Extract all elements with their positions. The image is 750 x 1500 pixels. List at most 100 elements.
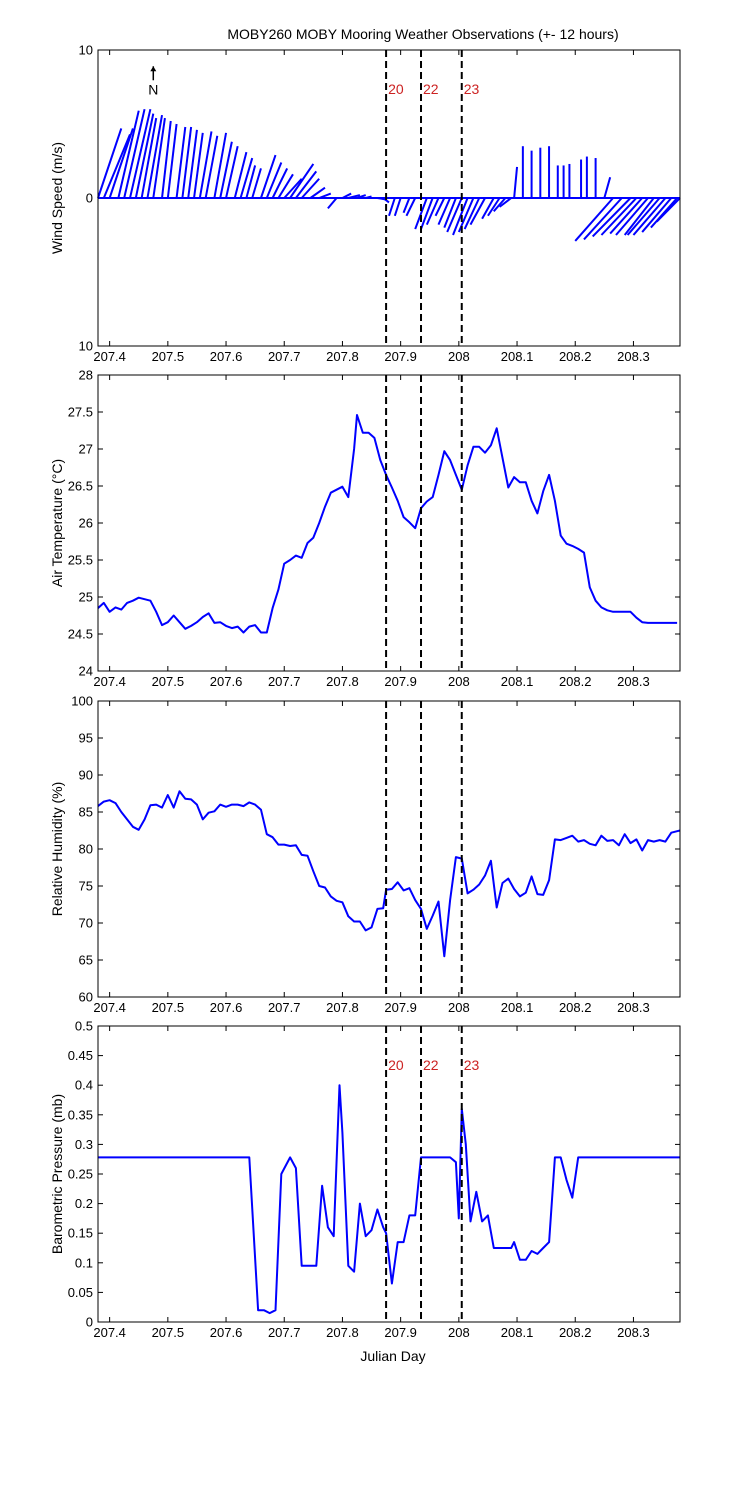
wind-barb [388, 197, 396, 217]
event-marker-label: 22 [423, 81, 439, 97]
wind-barb [365, 195, 372, 199]
wind-barb [102, 133, 131, 199]
x-tick-label: 207.4 [93, 1000, 126, 1015]
x-tick-label: 207.8 [326, 349, 359, 364]
wind-barb [463, 197, 481, 230]
x-tick-label: 207.4 [93, 1325, 126, 1340]
wind-barb [650, 197, 678, 229]
panel-barometric-pressure: 207.4 207.5 207.6 207.7 207.8 207.9 208 208.1 20… [49, 1019, 681, 1340]
y-tick-label: 27 [79, 442, 93, 457]
x-tick-label: 208.2 [559, 1000, 592, 1015]
wind-barb [513, 166, 519, 199]
y-tick-label: 85 [79, 805, 93, 820]
y-tick-label: 0.25 [68, 1167, 93, 1182]
x-tick-label: 208.1 [501, 1000, 534, 1015]
wind-barb [632, 197, 667, 236]
wind-barb [295, 170, 318, 199]
north-arrow-head-icon [150, 66, 157, 72]
wind-barb [437, 197, 452, 226]
x-tick-label: 208.3 [617, 349, 650, 364]
wind-barb [402, 197, 411, 214]
event-marker-label: 22 [423, 1057, 439, 1073]
y-tick-label: 0.5 [75, 1019, 93, 1034]
plot-border [97, 1025, 681, 1323]
y-tick-label: 0.4 [75, 1078, 93, 1093]
north-label: N [148, 81, 158, 97]
wind-barb [469, 197, 486, 226]
x-tick-label: 207.9 [384, 1000, 417, 1015]
x-tick-label: 208 [448, 1325, 470, 1340]
x-tick-label: 207.8 [326, 1325, 359, 1340]
panel-wind: 207.4 207.5 207.6 207.7 207.8 207.9 208 208.1 20… [49, 43, 681, 364]
relative-humidity-line [97, 790, 681, 958]
x-tick-label: 207.6 [210, 349, 243, 364]
wind-barb [134, 113, 155, 199]
wind-barb [233, 151, 248, 199]
wind-barb [348, 194, 361, 199]
wind-barb [260, 154, 277, 199]
wind-barb [271, 167, 289, 199]
y-tick-label: 90 [79, 768, 93, 783]
x-tick-label: 208 [448, 1000, 470, 1015]
wind-barb [198, 131, 213, 199]
event-marker-label: 20 [388, 81, 404, 97]
wind-barb [213, 132, 228, 199]
wind-barb [393, 197, 402, 217]
x-tick-label: 208 [448, 349, 470, 364]
plot-area [97, 374, 681, 672]
wind-barb [626, 197, 661, 236]
y-axis-label: Wind Speed (m/s) [49, 142, 65, 254]
panels: 207.4 207.5 207.6 207.7 207.8 207.9 208 208.1 20… [49, 43, 681, 1340]
wind-barb [446, 197, 463, 233]
wind-barb [204, 135, 219, 199]
x-tick-label: 207.6 [210, 1000, 243, 1015]
y-tick-label: 25.5 [68, 553, 93, 568]
wind-barb [498, 197, 512, 208]
y-tick-label: 0 [86, 191, 93, 206]
wind-barb [117, 110, 140, 199]
wind-barb [277, 173, 294, 199]
wind-barb [434, 197, 446, 217]
x-tick-label: 207.9 [384, 674, 417, 689]
x-tick-label: 208.3 [617, 1325, 650, 1340]
y-tick-label: 10 [79, 339, 93, 354]
y-tick-label: 26.5 [68, 479, 93, 494]
wind-barb [245, 165, 257, 199]
wind-barb [265, 162, 283, 199]
wind-barb [603, 177, 612, 199]
wind-barb [108, 128, 134, 199]
x-tick-label: 207.9 [384, 349, 417, 364]
y-tick-label: 0.45 [68, 1048, 93, 1063]
x-tick-label: 208.2 [559, 1325, 592, 1340]
y-tick-label: 10 [79, 43, 93, 58]
wind-barb [327, 197, 338, 210]
plot-border [97, 374, 681, 672]
x-tick-label: 208.2 [559, 349, 592, 364]
wind-barb [656, 197, 681, 223]
y-tick-label: 24 [79, 664, 93, 679]
wind-barb [251, 168, 262, 199]
wind-barb [615, 197, 649, 236]
wind-barb [574, 197, 614, 242]
wind-barb [140, 117, 158, 199]
wind-barb [283, 178, 303, 199]
wind-barb [356, 194, 367, 199]
wind-barb [481, 197, 495, 220]
y-tick-label: 75 [79, 879, 93, 894]
wind-barb [493, 197, 507, 212]
wind-barb [309, 186, 326, 199]
x-tick-label: 207.7 [268, 674, 301, 689]
y-axis-label: Air Temperature (°C) [49, 459, 65, 587]
figure-title: MOBY260 MOBY Mooring Weather Observation… [227, 26, 618, 42]
wind-barb [341, 192, 352, 199]
wind-barb [382, 197, 390, 204]
wind-barb [129, 108, 152, 199]
plot-border [97, 49, 681, 347]
wind-barb [583, 197, 623, 241]
plot-border [97, 700, 681, 998]
wind-barb [420, 197, 434, 230]
wind-barb [175, 126, 187, 199]
wind-barb [591, 197, 632, 238]
y-tick-label: 26 [79, 516, 93, 531]
